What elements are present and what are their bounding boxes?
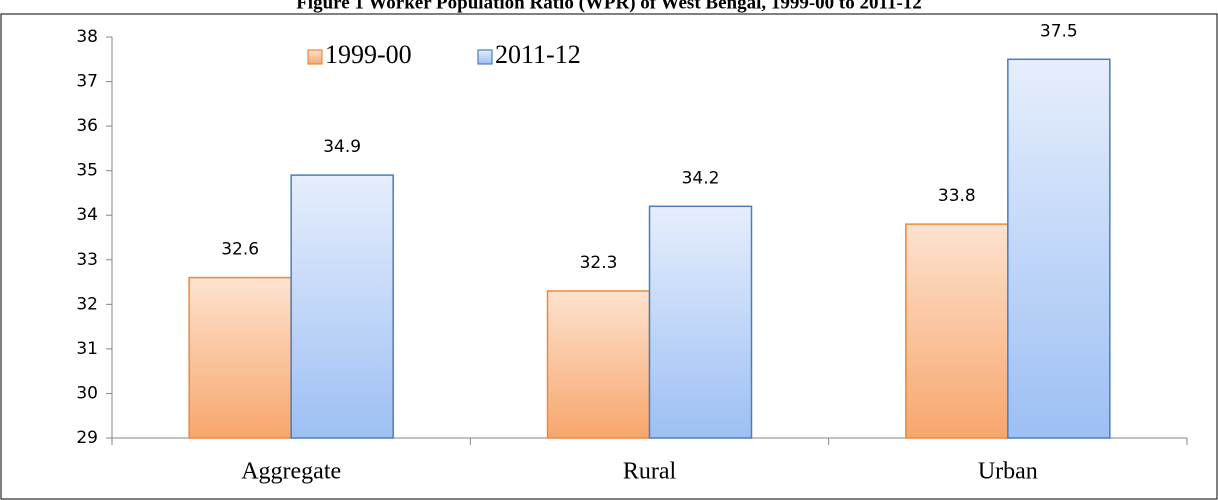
legend-label: 1999-00 — [325, 40, 412, 69]
data-label: 32.3 — [580, 253, 618, 273]
bar — [905, 223, 1009, 439]
chart-frame — [0, 13, 1218, 500]
y-tick-label: 34 — [76, 205, 98, 225]
y-tick-label: 35 — [76, 161, 98, 181]
bar — [648, 205, 753, 439]
bar — [546, 290, 651, 439]
y-tick-label: 32 — [76, 294, 98, 314]
y-tick-label: 33 — [76, 250, 98, 270]
y-tick-label: 30 — [76, 383, 98, 403]
y-tick-label: 31 — [76, 339, 98, 359]
data-label: 34.9 — [323, 137, 361, 157]
y-tick-label: 37 — [76, 72, 98, 92]
y-tick-label: 36 — [76, 116, 98, 136]
bar — [188, 276, 292, 439]
x-tick-label: Aggregate — [241, 459, 341, 485]
legend-label: 2011-12 — [495, 40, 581, 69]
y-tick-label: 29 — [76, 428, 98, 448]
x-tick-label: Urban — [978, 459, 1038, 485]
data-label: 33.8 — [938, 186, 976, 206]
data-label: 32.6 — [221, 240, 259, 260]
y-tick-label: 38 — [76, 27, 98, 47]
data-label: 34.2 — [682, 168, 720, 188]
bar — [1007, 58, 1111, 439]
chart-title: Figure 1 Worker Population Ratio (WPR) o… — [296, 0, 922, 13]
data-label: 37.5 — [1040, 21, 1078, 41]
bar — [290, 174, 394, 439]
legend-swatch — [477, 49, 493, 65]
x-tick-label: Rural — [623, 459, 677, 485]
legend-swatch — [307, 49, 323, 65]
